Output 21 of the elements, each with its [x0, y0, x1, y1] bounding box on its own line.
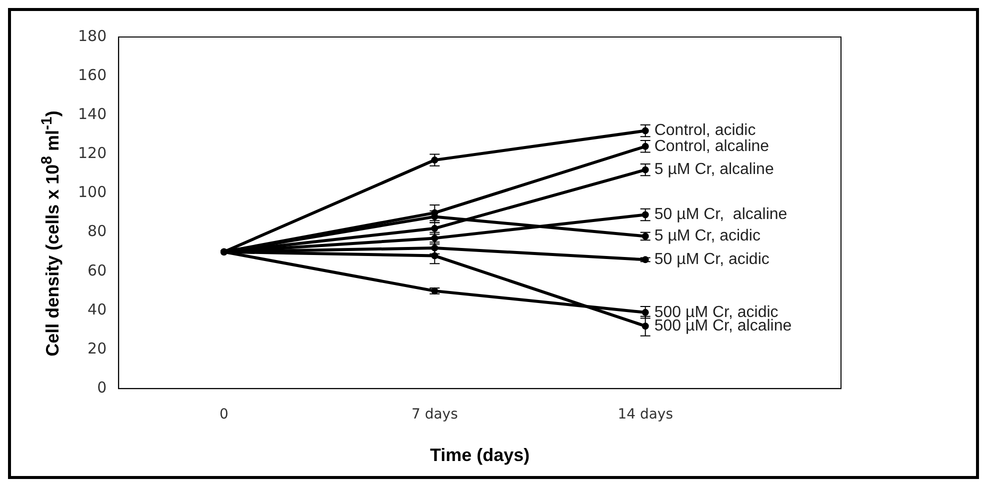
series-label: 500 µM Cr, alcaline	[654, 318, 792, 334]
y-tick-label: 20	[88, 339, 107, 358]
series-label: 50 µM Cr, acidic	[654, 251, 770, 268]
y-tick-label: 140	[78, 105, 107, 124]
y-tick-label: 80	[88, 222, 107, 240]
series-label: Control, acidic	[654, 122, 756, 140]
y-tick-label: 40	[88, 300, 107, 318]
y-tick-label: 180	[78, 26, 107, 45]
series-label: 50 µM Cr, alcaline	[654, 206, 788, 224]
x-axis-title: Time (days)	[430, 445, 530, 466]
y-tick-label: 120	[78, 144, 107, 162]
y-tick-label: 60	[88, 261, 107, 280]
y-tick-label: 0	[97, 378, 107, 396]
series-label: Control, alcaline	[654, 138, 770, 155]
y-tick-label: 160	[78, 66, 107, 84]
x-tick-label: 7 days	[411, 406, 458, 423]
series-label: 5 µM Cr, alcaline	[654, 161, 774, 178]
x-tick-label: 0	[220, 406, 228, 423]
series-label: 5 µM Cr, acidic	[654, 228, 760, 245]
y-tick-label: 100	[78, 183, 107, 202]
x-tick-label: 14 days	[618, 406, 674, 423]
